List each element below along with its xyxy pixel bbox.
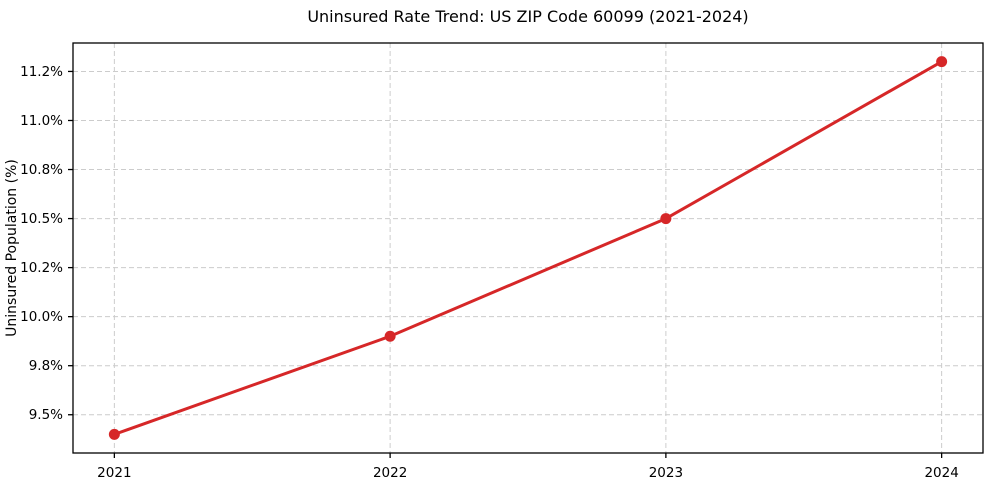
data-point-marker — [108, 428, 120, 440]
x-tick-label: 2024 — [924, 465, 958, 481]
chart-title: Uninsured Rate Trend: US ZIP Code 60099 … — [307, 7, 748, 26]
axes-layer: 9.5% 9.8% 10.0% 10.2% 10.5% 10.8% 11.0% 11.2% 20… — [20, 42, 984, 481]
y-tick-label: 11.2% — [20, 64, 63, 80]
x-tick-label: 2021 — [97, 465, 131, 481]
y-tick-label: 9.5% — [29, 407, 63, 423]
x-tick-label: 2022 — [373, 465, 407, 481]
grid-layer — [73, 43, 983, 453]
y-axis-label: Uninsured Population (%) — [4, 159, 20, 337]
data-point-marker — [384, 330, 396, 342]
y-tick-label: 9.8% — [29, 358, 63, 374]
y-tick-label: 11.0% — [20, 113, 63, 129]
y-tick-label: 10.0% — [20, 309, 63, 325]
y-tick-label: 10.8% — [20, 162, 63, 178]
x-tick-label: 2023 — [649, 465, 683, 481]
plot-border — [72, 42, 984, 454]
data-point-marker — [660, 213, 672, 225]
y-tick-label: 10.5% — [20, 211, 63, 227]
data-point-marker — [936, 56, 948, 68]
y-tick-label: 10.2% — [20, 260, 63, 276]
trend-line — [112, 60, 944, 436]
trend-line-series — [108, 56, 948, 440]
